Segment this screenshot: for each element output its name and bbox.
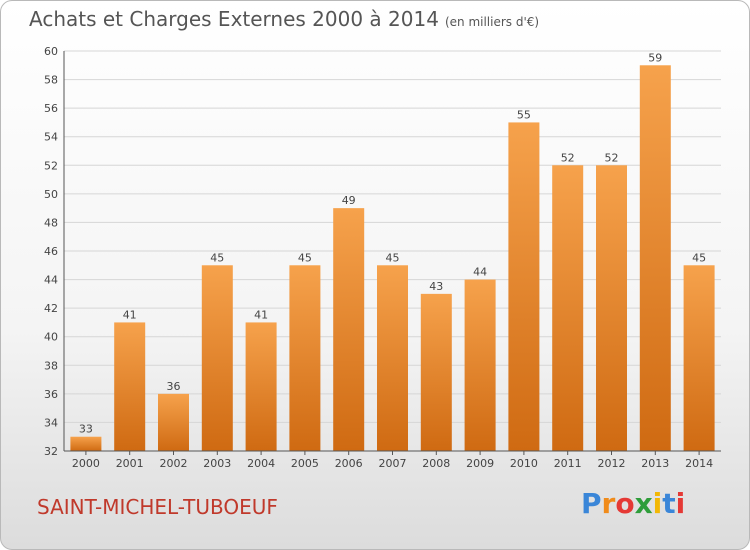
y-tick-label: 54 — [44, 131, 58, 144]
y-tick-label: 40 — [44, 331, 58, 344]
x-tick-label: 2009 — [466, 457, 494, 470]
bar — [683, 265, 715, 451]
data-label: 49 — [342, 194, 356, 207]
bar — [377, 265, 408, 451]
x-tick-label: 2014 — [685, 457, 713, 470]
x-tick-label: 2002 — [160, 457, 188, 470]
axes — [63, 51, 721, 455]
x-tick-label: 2010 — [510, 457, 538, 470]
y-tick-label: 36 — [44, 388, 58, 401]
data-label: 41 — [123, 308, 137, 321]
bar — [289, 265, 321, 451]
y-tick-label: 44 — [44, 274, 58, 287]
bar — [552, 165, 584, 452]
data-label: 33 — [79, 423, 93, 436]
y-tick-label: 42 — [44, 302, 58, 315]
data-label: 52 — [605, 151, 619, 164]
x-tick-label: 2008 — [422, 457, 450, 470]
data-label: 45 — [692, 251, 706, 264]
y-tick-label: 38 — [44, 359, 58, 372]
data-label: 36 — [167, 380, 181, 393]
y-tick-label: 50 — [44, 188, 58, 201]
chart-unit: (en milliers d'€) — [444, 15, 540, 29]
x-tick-label: 2005 — [291, 457, 319, 470]
bar — [596, 165, 627, 452]
bar — [639, 65, 671, 452]
bar — [70, 436, 102, 451]
x-tick-label: 2001 — [116, 457, 144, 470]
logo-letter: P — [581, 487, 602, 520]
x-tick-label: 2000 — [72, 457, 100, 470]
logo-letter: i — [652, 487, 663, 520]
data-label: 43 — [429, 280, 443, 293]
data-label: 45 — [298, 251, 312, 264]
data-label: 44 — [473, 266, 487, 279]
chart-title: Achats et Charges Externes 2000 à 2014 (e… — [29, 7, 539, 31]
data-label: 55 — [517, 108, 531, 121]
bar — [158, 393, 189, 451]
bar — [245, 322, 277, 451]
data-label: 45 — [210, 251, 224, 264]
chart-title-text: Achats et Charges Externes 2000 à 2014 — [29, 7, 439, 31]
data-label: 45 — [386, 251, 400, 264]
logo-letter: x — [634, 487, 653, 520]
logo-letter: i — [675, 487, 686, 520]
y-tick-label: 58 — [44, 74, 58, 87]
bar — [201, 265, 233, 451]
bars — [70, 65, 715, 452]
x-tick-label: 2011 — [554, 457, 582, 470]
y-tick-label: 56 — [44, 102, 58, 115]
labels: 32 34 36 38 40 42 44 46 48 50 52 54 56 58 60 33 2000 41 20… — [44, 45, 713, 470]
x-tick-label: 2007 — [379, 457, 407, 470]
proxiti-logo: Proxiti — [581, 487, 685, 520]
x-tick-label: 2003 — [203, 457, 231, 470]
bar — [333, 208, 365, 451]
data-label: 59 — [648, 51, 662, 64]
y-tick-label: 46 — [44, 245, 58, 258]
commune-name: SAINT-MICHEL-TUBOEUF — [37, 495, 278, 519]
y-tick-label: 32 — [44, 445, 58, 458]
y-tick-label: 52 — [44, 159, 58, 172]
y-tick-label: 48 — [44, 216, 58, 229]
x-tick-label: 2013 — [641, 457, 669, 470]
y-tick-label: 34 — [44, 416, 58, 429]
bar — [114, 322, 146, 451]
x-tick-label: 2012 — [598, 457, 626, 470]
bar — [508, 122, 540, 451]
bar — [420, 293, 452, 451]
data-label: 52 — [561, 151, 575, 164]
logo-letter: t — [662, 487, 676, 520]
bar — [464, 279, 496, 451]
logo-letter: o — [615, 487, 635, 520]
x-tick-label: 2004 — [247, 457, 275, 470]
x-tick-label: 2006 — [335, 457, 363, 470]
logo-letter: r — [601, 487, 616, 520]
data-label: 41 — [254, 308, 268, 321]
y-tick-label: 60 — [44, 45, 58, 58]
